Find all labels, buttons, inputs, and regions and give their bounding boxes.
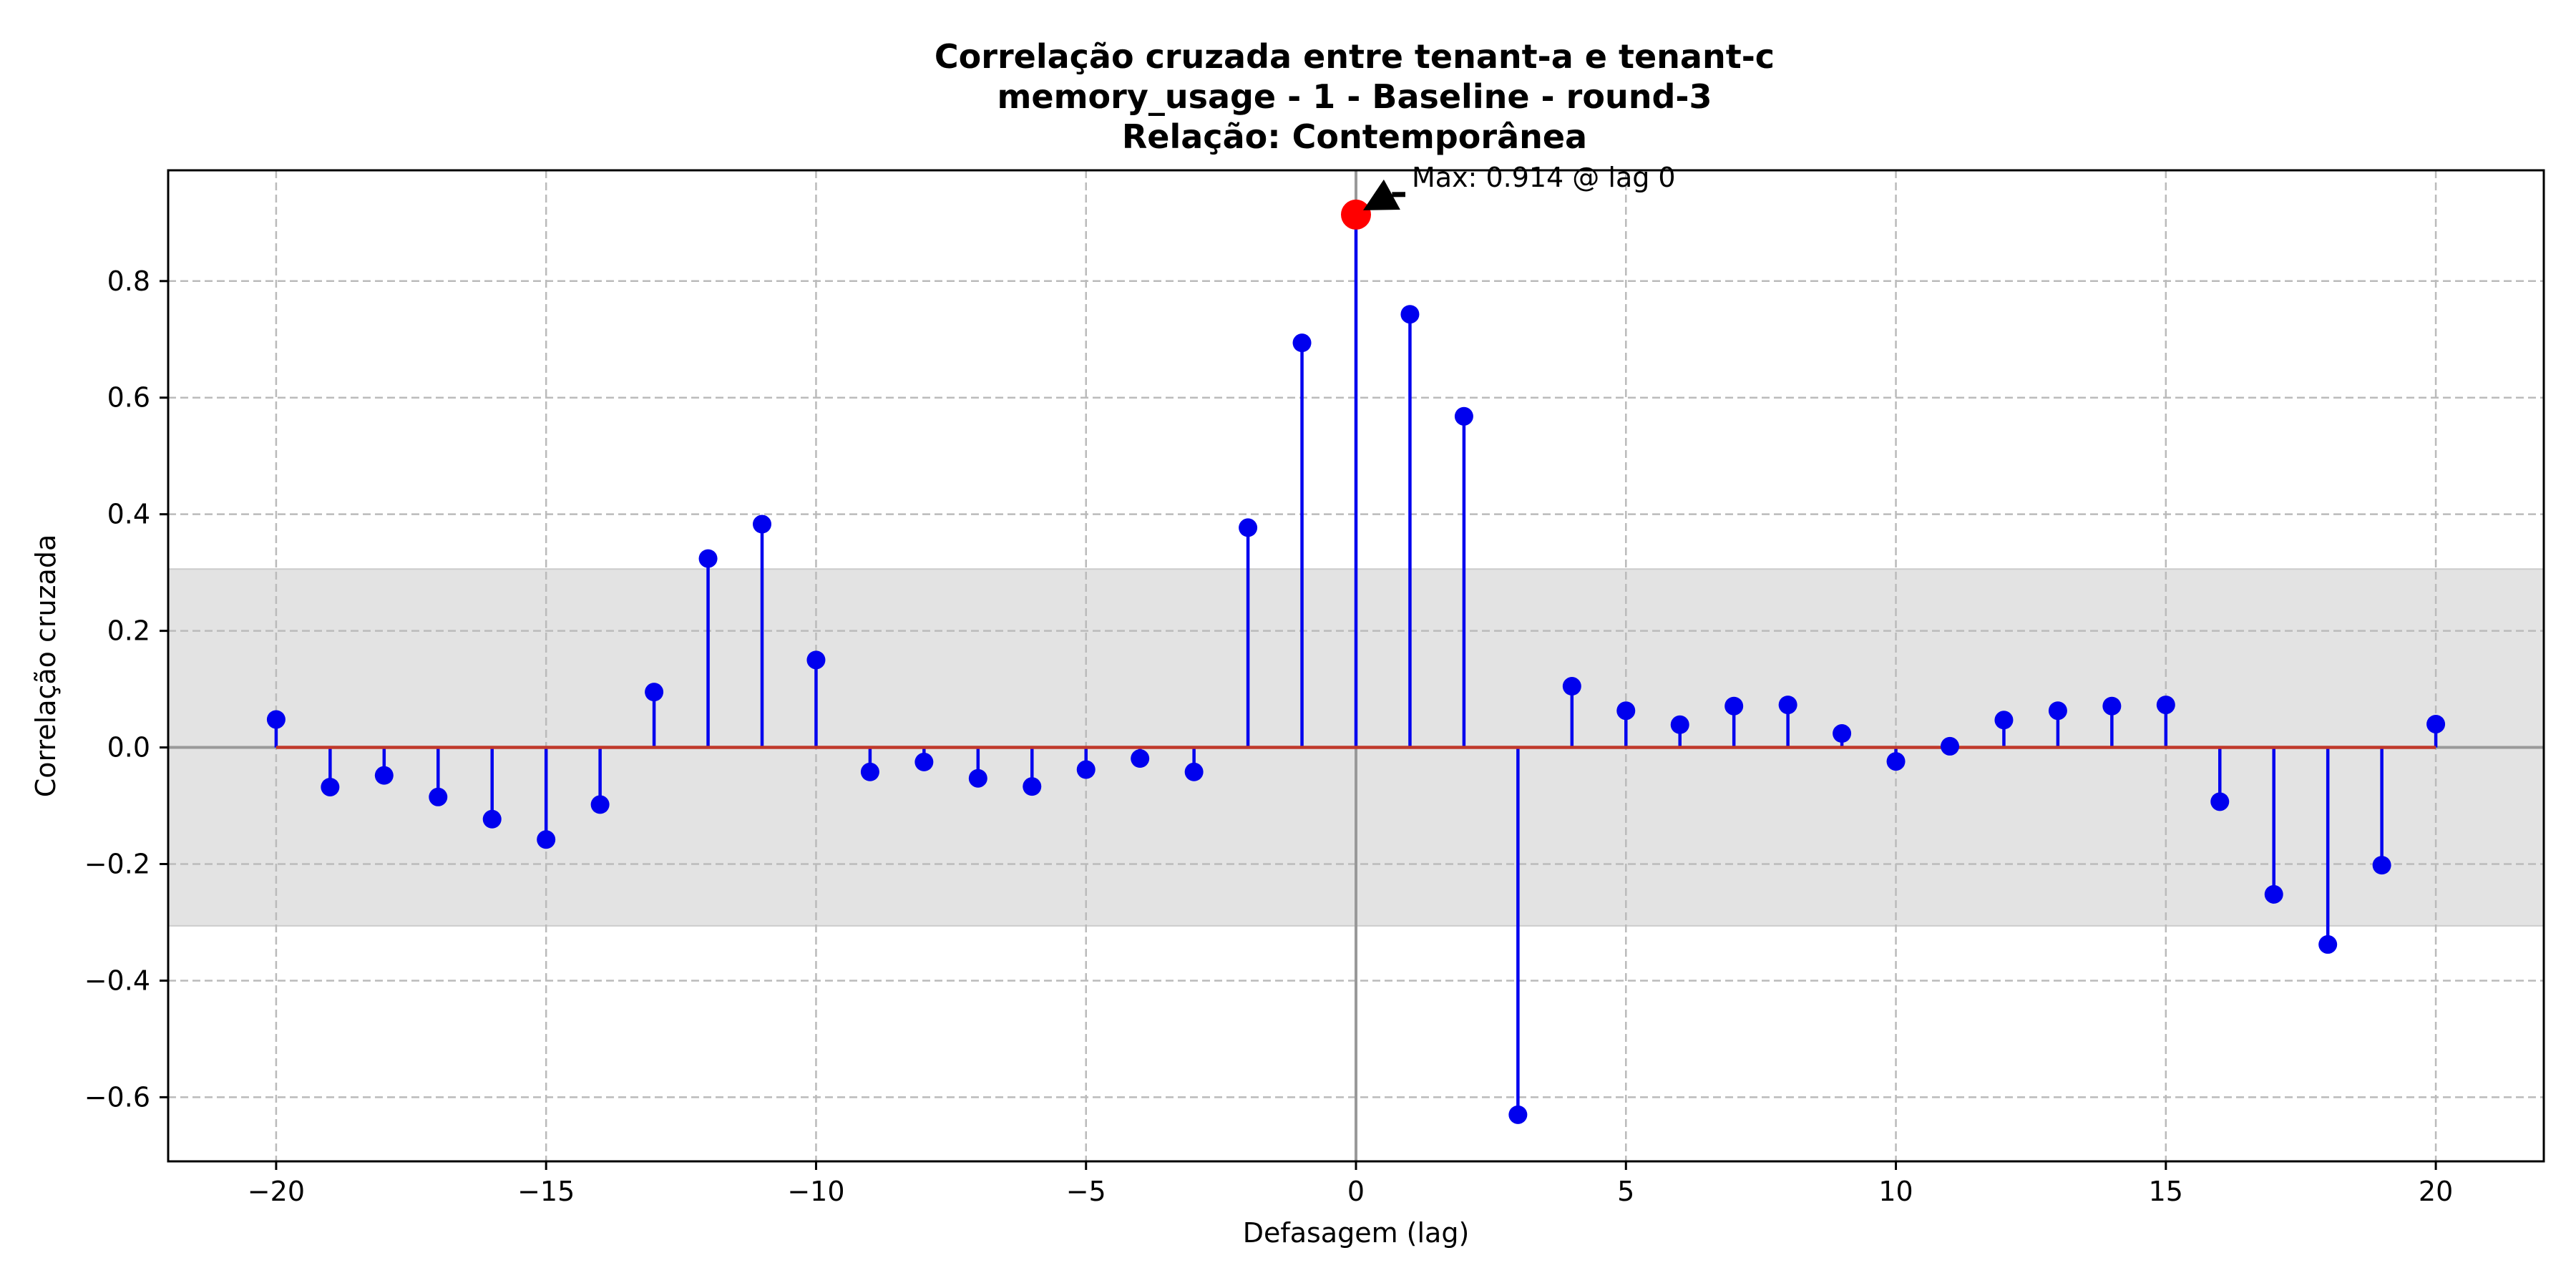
stem-marker [2102,696,2122,716]
title-line-3: Relação: Contemporânea [1122,117,1587,156]
stem-marker [537,830,556,849]
chart-title: Correlação cruzada entre tenant-a e tena… [935,37,1775,156]
stem-marker [1941,736,1959,756]
x-tick-label: −10 [787,1176,844,1207]
stem-marker [2156,696,2175,715]
stem-marker [1292,333,1312,353]
title-line-2: memory_usage - 1 - Baseline - round-3 [997,77,1712,116]
stem-marker [1184,762,1204,781]
stem-marker [266,710,286,729]
stem-marker [1454,406,1473,426]
y-axis-label: Correlação cruzada [30,535,62,798]
y-tick-label: 0.4 [107,499,150,530]
y-ticks-layer: −0.6 −0.4 −0.2 0.0 0.2 0.4 0.6 0.8 [84,265,168,1113]
stem-marker [1508,1105,1528,1124]
stem-marker [753,514,771,534]
x-tick-label: −20 [248,1176,305,1207]
title-line-1: Correlação cruzada entre tenant-a e tena… [935,37,1775,76]
stem-marker [914,752,934,771]
y-tick-label: −0.6 [84,1081,150,1113]
y-tick-label: 0.6 [107,382,150,414]
x-tick-label: 0 [1347,1176,1365,1207]
stem-marker [2426,714,2446,733]
stem-marker [1616,701,1636,721]
annotation-layer: Max: 0.914 @ lag 0 [1363,162,1676,210]
y-tick-label: 0.2 [107,615,150,647]
stem-marker [1239,518,1258,537]
max-marker [1341,199,1371,230]
y-tick-label: −0.4 [84,965,150,996]
stem-marker [1562,677,1581,696]
stem-marker [374,766,394,785]
stem-marker [590,795,610,814]
x-tick-label: 20 [2419,1176,2453,1207]
markers-layer [266,199,2446,1124]
x-tick-label: 15 [2149,1176,2183,1207]
x-tick-label: −5 [1066,1176,1106,1207]
stem-marker [1778,696,1797,715]
y-tick-label: 0.8 [107,265,150,297]
y-tick-label: −0.2 [84,849,150,880]
x-ticks-layer: −20 −15 −10 −5 0 5 10 15 20 [248,1161,2453,1207]
stem-marker [806,650,826,670]
stem-marker [321,777,340,796]
x-tick-label: 10 [1878,1176,1913,1207]
stem-marker [2210,792,2230,811]
stem-marker [860,762,879,781]
x-tick-label: 5 [1617,1176,1634,1207]
stem-marker [1833,724,1852,743]
stem-marker [1994,711,2014,730]
stem-marker [1400,305,1420,324]
stem-marker [1131,749,1150,769]
stem-marker [698,549,718,568]
stem-marker [2318,935,2338,954]
max-annotation-text: Max: 0.914 @ lag 0 [1412,162,1676,193]
stem-marker [2264,884,2283,904]
stem-marker [1724,696,1744,716]
stem-marker [968,769,987,788]
stem-marker [429,787,448,806]
annotation-arrow-head [1363,179,1400,210]
x-tick-label: −15 [517,1176,575,1207]
y-tick-label: 0.0 [107,732,150,763]
stem-marker [2048,701,2067,721]
stem-marker [1670,715,1689,734]
x-axis-label: Defasagem (lag) [1243,1217,1470,1249]
stem-marker [2372,856,2391,875]
stem-marker [1023,777,1042,796]
stem-marker [1076,760,1096,779]
stem-marker [1886,752,1906,771]
stem-marker [645,683,664,702]
stem-marker [482,809,502,829]
